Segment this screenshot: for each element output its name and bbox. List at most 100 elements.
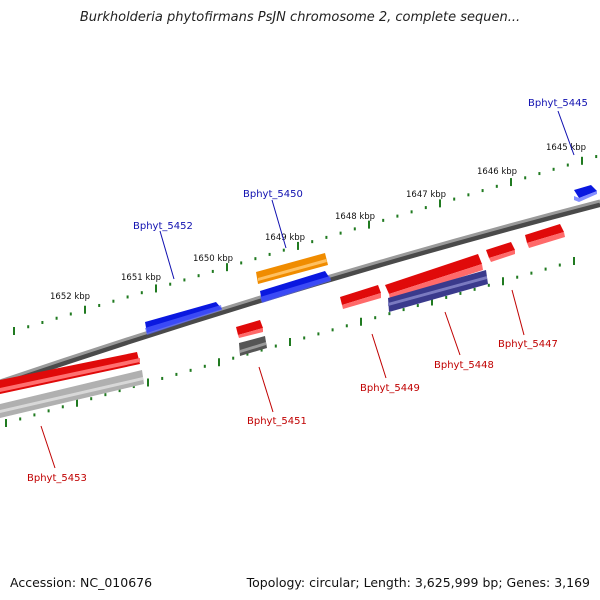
ruler-tick: [410, 210, 413, 214]
ruler-label-1652: 1652 kbp: [50, 292, 90, 302]
ruler-tick: [495, 184, 498, 188]
ruler-tick: [487, 283, 490, 287]
gene-bphyt-5451-red[interactable]: [236, 320, 263, 338]
ruler-tick: [388, 312, 391, 316]
ruler-tick: [396, 214, 399, 218]
gene-label-bphyt-5450[interactable]: Bphyt_5450: [243, 189, 303, 200]
gene-bphyt-5451-gray[interactable]: [239, 336, 267, 356]
gene-small-red[interactable]: [486, 242, 515, 262]
ruler-tick: [516, 275, 519, 279]
ruler-tick: [538, 172, 541, 176]
ruler-tick: [147, 378, 149, 387]
gene-bphyt-5447[interactable]: [525, 224, 565, 248]
ruler-tick: [339, 231, 342, 235]
ruler-tick: [140, 291, 143, 295]
gene-bphyt-5453-red[interactable]: [0, 352, 140, 394]
gene-label-bphyt-5453[interactable]: Bphyt_5453: [27, 473, 87, 484]
gene-bphyt-5448-purple[interactable]: [388, 270, 488, 312]
gene-label-bphyt-5452[interactable]: Bphyt_5452: [133, 221, 193, 232]
ruler-tick: [544, 267, 547, 271]
ruler-tick: [90, 397, 93, 401]
ruler-tick: [175, 372, 178, 376]
ruler-tick: [297, 241, 299, 250]
ruler-label-1647: 1647 kbp: [406, 190, 446, 200]
gene-label-bphyt-5449[interactable]: Bphyt_5449: [360, 383, 420, 394]
ruler-tick: [325, 235, 328, 239]
ruler-tick: [558, 263, 561, 267]
gene-label-bphyt-5448[interactable]: Bphyt_5448: [434, 360, 494, 371]
ruler-tick: [260, 348, 263, 352]
ruler-tick: [595, 155, 598, 159]
ruler-tick: [274, 344, 277, 348]
gene-label-bphyt-5451[interactable]: Bphyt_5451: [247, 416, 307, 427]
ruler-tick: [473, 287, 476, 291]
ruler-ticks-outer: [13, 155, 598, 335]
ruler-tick: [289, 337, 291, 346]
ruler-tick: [218, 358, 220, 367]
gene-bphyt-5450-orange[interactable]: [256, 253, 328, 284]
ruler-tick: [240, 261, 243, 265]
ruler-tick: [382, 218, 385, 222]
ruler-tick: [27, 325, 30, 329]
ruler-tick: [246, 352, 249, 356]
gene-bphyt-5449[interactable]: [340, 285, 381, 309]
ruler-tick: [439, 199, 441, 208]
ruler-label-1648: 1648 kbp: [335, 212, 375, 222]
ruler-tick: [76, 398, 78, 407]
ruler-label-1651: 1651 kbp: [121, 273, 161, 283]
ruler-label-1650: 1650 kbp: [193, 254, 233, 264]
ruler-tick: [19, 417, 22, 421]
ruler-tick: [232, 356, 235, 360]
ruler-tick: [581, 156, 583, 165]
ruler-tick: [254, 257, 257, 261]
ruler-tick: [467, 193, 470, 197]
ruler-tick: [211, 269, 214, 273]
ruler-tick: [481, 189, 484, 193]
ruler-tick: [189, 368, 192, 372]
ruler-tick: [5, 419, 7, 427]
ruler-tick: [13, 327, 15, 335]
ruler-tick: [502, 277, 504, 286]
ruler-tick: [118, 389, 121, 393]
ruler-tick: [368, 220, 370, 229]
genome-summary-text: Topology: circular; Length: 3,625,999 bp…: [246, 575, 590, 590]
accession-text: Accession: NC_010676: [10, 575, 153, 590]
leader-lines: [40, 110, 575, 469]
gene-bphyt-5452[interactable]: [145, 302, 222, 335]
ruler-tick: [510, 178, 512, 187]
ruler-tick: [84, 305, 86, 314]
ruler-tick: [268, 252, 271, 256]
ruler-label-1645: 1645 kbp: [546, 143, 586, 153]
ruler-tick: [530, 271, 533, 275]
gene-label-bphyt-5445[interactable]: Bphyt_5445: [528, 98, 588, 109]
ruler-tick: [566, 163, 569, 167]
ruler-ticks-inner: [5, 256, 575, 427]
ruler-tick: [226, 263, 228, 272]
ruler-tick: [197, 274, 200, 278]
ruler-tick: [331, 328, 334, 332]
ruler-tick: [55, 316, 58, 320]
ruler-tick: [183, 278, 186, 282]
ruler-tick: [61, 405, 64, 409]
ruler-tick: [311, 240, 314, 244]
ruler-tick: [303, 336, 306, 340]
ruler-tick: [353, 227, 356, 231]
gene-label-bphyt-5447[interactable]: Bphyt_5447: [498, 339, 558, 350]
ruler-tick: [416, 304, 419, 308]
ruler-tick: [374, 316, 377, 320]
gene-bphyt-5450-blue[interactable]: [260, 271, 331, 303]
ruler-tick: [169, 282, 172, 286]
gene-bphyt-5445[interactable]: [574, 185, 597, 202]
ruler-tick: [69, 312, 72, 316]
gene-bphyt-5453-gray[interactable]: [0, 370, 144, 418]
ruler-tick: [203, 364, 206, 368]
map-title: Burkholderia phytofirmans PsJN chromosom…: [79, 10, 521, 25]
ruler-tick: [41, 320, 44, 324]
ruler-tick: [524, 176, 527, 180]
ruler-tick: [104, 393, 107, 397]
ruler-tick: [453, 197, 456, 201]
ruler-tick: [345, 324, 348, 328]
ruler-tick: [402, 308, 405, 312]
ruler-tick: [155, 284, 157, 293]
